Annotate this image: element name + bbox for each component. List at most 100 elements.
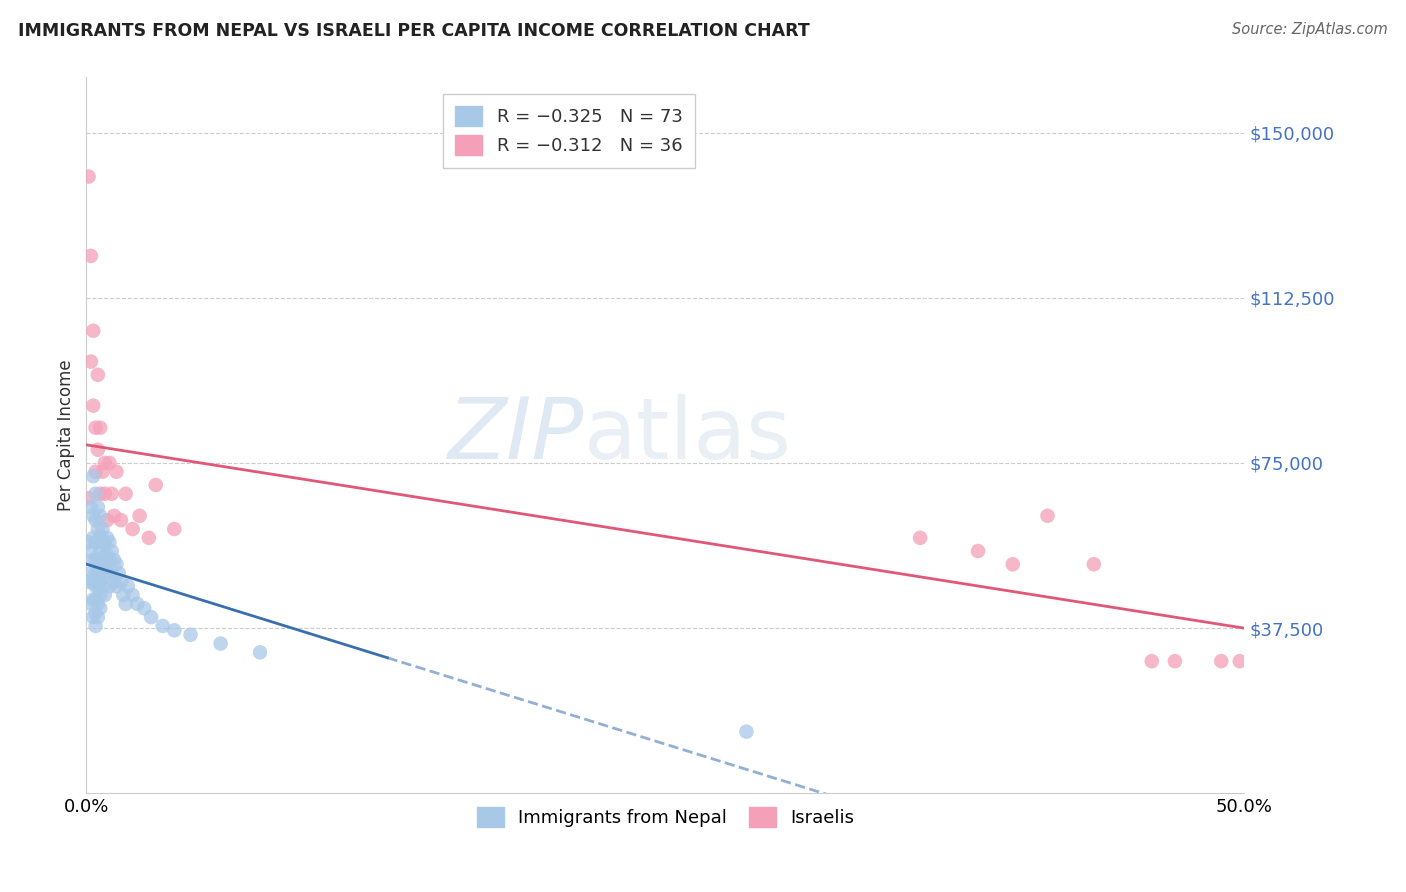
Text: atlas: atlas <box>585 394 792 477</box>
Point <box>249 645 271 659</box>
Point <box>138 531 160 545</box>
Point <box>87 442 110 457</box>
Point <box>105 579 128 593</box>
Legend: Immigrants from Nepal, Israelis: Immigrants from Nepal, Israelis <box>470 800 862 834</box>
Point <box>77 574 100 589</box>
Point <box>87 500 110 514</box>
Point <box>94 562 117 576</box>
Point <box>89 487 111 501</box>
Point <box>100 487 122 501</box>
Point <box>84 553 107 567</box>
Point <box>967 544 990 558</box>
Point <box>77 535 100 549</box>
Point <box>89 588 111 602</box>
Point <box>89 601 111 615</box>
Text: IMMIGRANTS FROM NEPAL VS ISRAELI PER CAPITA INCOME CORRELATION CHART: IMMIGRANTS FROM NEPAL VS ISRAELI PER CAP… <box>18 22 810 40</box>
Point <box>96 513 118 527</box>
Point <box>100 544 122 558</box>
Point <box>87 610 110 624</box>
Point <box>107 566 129 580</box>
Point <box>77 491 100 505</box>
Point <box>209 636 232 650</box>
Y-axis label: Per Capita Income: Per Capita Income <box>58 359 75 511</box>
Point <box>110 513 132 527</box>
Point <box>152 619 174 633</box>
Point <box>80 249 103 263</box>
Point <box>84 465 107 479</box>
Point <box>98 456 121 470</box>
Point <box>89 420 111 434</box>
Point <box>1164 654 1187 668</box>
Point <box>110 574 132 589</box>
Point <box>91 579 114 593</box>
Point <box>1211 654 1233 668</box>
Point <box>121 588 143 602</box>
Point <box>1036 508 1059 523</box>
Point <box>117 579 139 593</box>
Point <box>87 522 110 536</box>
Point <box>141 610 163 624</box>
Point <box>98 553 121 567</box>
Point <box>84 579 107 593</box>
Point <box>121 522 143 536</box>
Point <box>94 487 117 501</box>
Point <box>89 544 111 558</box>
Point <box>80 544 103 558</box>
Point <box>128 508 150 523</box>
Point <box>145 478 167 492</box>
Point <box>84 535 107 549</box>
Point <box>134 601 156 615</box>
Point <box>94 535 117 549</box>
Point <box>84 487 107 501</box>
Point <box>87 553 110 567</box>
Point <box>163 624 186 638</box>
Point <box>114 487 136 501</box>
Point <box>82 399 104 413</box>
Point <box>114 597 136 611</box>
Point <box>180 628 202 642</box>
Point <box>80 566 103 580</box>
Point <box>87 535 110 549</box>
Point <box>127 597 149 611</box>
Point <box>98 535 121 549</box>
Point <box>96 531 118 545</box>
Point <box>84 420 107 434</box>
Point <box>80 500 103 514</box>
Point <box>87 368 110 382</box>
Point <box>91 566 114 580</box>
Point <box>105 558 128 572</box>
Text: ZIP: ZIP <box>449 394 585 477</box>
Point <box>82 508 104 523</box>
Point <box>908 531 931 545</box>
Point <box>163 522 186 536</box>
Point <box>80 354 103 368</box>
Point <box>84 592 107 607</box>
Point <box>91 465 114 479</box>
Point <box>735 724 758 739</box>
Point <box>94 549 117 563</box>
Text: Source: ZipAtlas.com: Source: ZipAtlas.com <box>1232 22 1388 37</box>
Point <box>103 574 125 589</box>
Point <box>91 553 114 567</box>
Point <box>96 549 118 563</box>
Point <box>84 606 107 620</box>
Point <box>1001 558 1024 572</box>
Point <box>87 566 110 580</box>
Point <box>84 566 107 580</box>
Point <box>82 324 104 338</box>
Point <box>1140 654 1163 668</box>
Point <box>80 597 103 611</box>
Point <box>100 566 122 580</box>
Point <box>91 535 114 549</box>
Point <box>91 522 114 536</box>
Point <box>98 579 121 593</box>
Point <box>94 456 117 470</box>
Point <box>82 531 104 545</box>
Point <box>82 553 104 567</box>
Point <box>87 579 110 593</box>
Point <box>89 531 111 545</box>
Point <box>82 574 104 589</box>
Point <box>82 469 104 483</box>
Point <box>84 619 107 633</box>
Point <box>89 558 111 572</box>
